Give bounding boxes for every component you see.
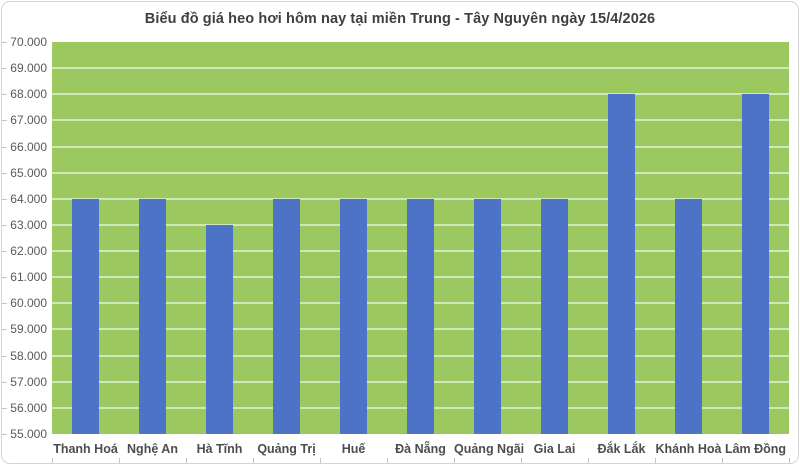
bar-da-nang[interactable] [407, 198, 434, 434]
y-axis-tick-61000 [2, 277, 7, 279]
x-axis-label-quang-ngai: Quảng Ngãi [454, 442, 525, 456]
y-axis-label-70000: 70.000 [10, 35, 47, 49]
y-axis-label-56000: 56.000 [10, 400, 47, 415]
gridline-64000 [52, 197, 789, 200]
bar-quang-tri[interactable] [273, 198, 300, 434]
y-axis-tick-65000 [2, 172, 7, 174]
bar-quang-ngai[interactable] [474, 198, 501, 434]
x-axis-label-khanh-hoa: Khánh Hoà [655, 442, 722, 456]
y-axis-label-65000: 65.000 [10, 165, 47, 180]
bar-dak-lak[interactable] [608, 94, 635, 434]
bar-lam-dong[interactable] [742, 94, 769, 434]
y-axis-label-67000: 67.000 [10, 113, 47, 128]
x-axis-tick-9 [655, 458, 656, 463]
x-axis-tick-11 [789, 458, 790, 463]
y-axis-tick-68000 [2, 94, 7, 96]
y-axis-label-61000: 61.000 [10, 270, 47, 285]
x-axis-tick-1 [119, 458, 120, 463]
x-axis-tick-4 [320, 458, 321, 463]
x-axis-tick-2 [186, 458, 187, 463]
gridline-67000 [52, 119, 789, 122]
x-axis-label-lam-dong: Lâm Đồng [724, 442, 787, 456]
y-axis-label-55000: 55.000 [10, 427, 47, 441]
y-axis-tick-62000 [2, 251, 7, 253]
chart-title: Biểu đồ giá heo hơi hôm nay tại miền Tru… [144, 11, 656, 27]
x-axis-tick-5 [387, 458, 388, 463]
y-axis-label-63000: 63.000 [10, 217, 47, 232]
y-axis-label-57000: 57.000 [10, 374, 47, 389]
y-axis-label-66000: 66.000 [10, 139, 47, 154]
x-axis-tick-8 [588, 458, 589, 463]
x-axis-tick-10 [722, 458, 723, 463]
y-axis-label-64000: 64.000 [10, 191, 47, 206]
y-axis-tick-63000 [2, 224, 7, 226]
x-axis-tick-7 [521, 458, 522, 463]
y-axis-label-68000: 68.000 [10, 87, 47, 102]
y-axis-tick-64000 [2, 198, 7, 200]
y-axis-label-62000: 62.000 [10, 244, 47, 259]
y-axis-tick-59000 [2, 329, 7, 331]
bar-gia-lai[interactable] [541, 198, 568, 434]
gridline-66000 [52, 145, 789, 148]
y-axis-tick-67000 [2, 120, 7, 122]
x-axis-tick-3 [253, 458, 254, 463]
y-axis-tick-66000 [2, 146, 7, 148]
x-axis-label-gia-lai: Gia Lai [533, 442, 576, 456]
bar-thanh-hoa[interactable] [72, 198, 99, 434]
x-axis-label-thanh-hoa: Thanh Hoá [53, 442, 118, 456]
gridline-68000 [52, 93, 789, 96]
y-axis-tick-56000 [2, 407, 7, 409]
bar-khanh-hoa[interactable] [675, 198, 702, 434]
x-axis-label-quang-tri: Quảng Trị [257, 442, 316, 456]
x-axis-label-nghe-an: Nghệ An [127, 442, 178, 456]
y-axis-tick-57000 [2, 381, 7, 383]
y-axis-tick-69000 [2, 68, 7, 70]
y-axis-tick-60000 [2, 303, 7, 305]
bar-nghe-an[interactable] [139, 198, 166, 434]
bar-hue[interactable] [340, 198, 367, 434]
y-axis-label-58000: 58.000 [10, 348, 47, 363]
y-axis-tick-70000 [2, 42, 7, 43]
x-axis-tick-6 [454, 458, 455, 463]
y-axis-tick-55000 [2, 434, 7, 435]
plot-area [52, 42, 789, 434]
y-axis-label-69000: 69.000 [10, 61, 47, 76]
x-axis-label-ha-tinh: Hà Tĩnh [196, 442, 243, 456]
x-axis-label-da-nang: Đà Nẵng [395, 442, 446, 456]
x-axis-label-dak-lak: Đắk Lắk [597, 442, 646, 456]
gridline-65000 [52, 171, 789, 174]
y-axis-label-59000: 59.000 [10, 322, 47, 337]
y-axis-tick-58000 [2, 355, 7, 357]
x-axis-label-hue: Huế [341, 442, 366, 456]
gridline-69000 [52, 67, 789, 70]
bar-ha-tinh[interactable] [206, 224, 233, 434]
x-axis-tick-0 [52, 458, 53, 463]
y-axis-label-60000: 60.000 [10, 296, 47, 311]
